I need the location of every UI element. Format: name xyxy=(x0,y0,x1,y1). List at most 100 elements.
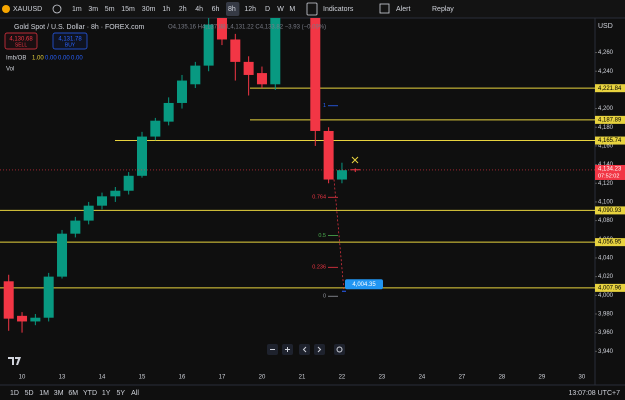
interval-button[interactable]: W xyxy=(277,6,284,13)
legend-ohlc: O4,135.16 H4,137.88 L4,131.22 C4,133.82 … xyxy=(168,25,326,31)
y-tick-label: 3,980 xyxy=(598,312,614,318)
buy-price: 4,131.78 xyxy=(58,37,82,43)
last-price-tag xyxy=(595,164,625,180)
x-tick-label: 13 xyxy=(59,375,66,381)
symbol[interactable]: XAUUSD xyxy=(13,6,42,13)
alert-button[interactable]: Alert xyxy=(396,6,410,13)
range-button[interactable]: 6M xyxy=(68,390,78,397)
x-tick-label: 20 xyxy=(259,375,266,381)
interval-button[interactable]: 8h xyxy=(228,6,236,13)
x-tick-label: 24 xyxy=(419,375,426,381)
indicator-value: 1.00 xyxy=(32,56,44,62)
x-tick-label: 27 xyxy=(459,375,466,381)
x-tick-label: 22 xyxy=(339,375,346,381)
fib-label: 0.236 xyxy=(312,265,326,271)
compare-button[interactable] xyxy=(52,4,62,14)
candle-body xyxy=(216,18,227,40)
nav-buttons xyxy=(267,344,345,355)
reset[interactable] xyxy=(334,344,345,355)
x-tick-label: 16 xyxy=(179,375,186,381)
interval-button[interactable]: M xyxy=(289,6,295,13)
candle-body xyxy=(323,130,334,180)
indicators-button[interactable]: Indicators xyxy=(323,6,354,13)
fib-label: 0 xyxy=(323,294,326,300)
candle-body xyxy=(110,190,121,197)
level-label: 4,187.89 xyxy=(598,117,622,123)
candle-body xyxy=(150,120,161,137)
candle-body xyxy=(17,315,28,322)
indicator-name: Imb/OB xyxy=(6,56,26,62)
candle-body xyxy=(97,196,108,206)
y-tick-label: 4,240 xyxy=(598,69,614,75)
range-button[interactable]: 5Y xyxy=(117,390,126,397)
interval-button[interactable]: 2h xyxy=(179,6,187,13)
range-button[interactable]: All xyxy=(131,390,139,397)
range-button[interactable]: 1Y xyxy=(102,390,111,397)
currency[interactable]: USD xyxy=(598,23,613,30)
interval-button[interactable]: 1h xyxy=(162,6,170,13)
replay-button[interactable]: Replay xyxy=(432,6,454,13)
interval-button[interactable]: 15m xyxy=(121,6,135,13)
interval-button[interactable]: 4h xyxy=(195,6,203,13)
interval-button[interactable]: 6h xyxy=(212,6,220,13)
range-button[interactable]: 3M xyxy=(54,390,64,397)
x-tick-label: 14 xyxy=(99,375,106,381)
candle-body xyxy=(70,220,81,234)
level-tag xyxy=(595,115,625,124)
active-interval xyxy=(226,2,240,16)
logo xyxy=(8,357,21,365)
candle-body xyxy=(83,205,94,221)
candle-body xyxy=(243,61,254,75)
range-button[interactable]: 1M xyxy=(39,390,49,397)
sell-label: SELL xyxy=(15,42,27,48)
x-tick-label: 29 xyxy=(539,375,546,381)
fib-label: 1 xyxy=(323,103,326,109)
target-tag xyxy=(345,279,383,290)
range-button[interactable]: YTD xyxy=(83,390,97,397)
last-price-label: 4,134.23 xyxy=(598,167,622,173)
level-label: 4,221.84 xyxy=(598,86,622,92)
sell-price: 4,130.68 xyxy=(9,37,33,43)
indicator-value: 0.00 xyxy=(71,56,83,62)
interval-button[interactable]: 1m xyxy=(72,6,82,13)
symbol-icon xyxy=(2,5,10,13)
scroll-right[interactable] xyxy=(314,344,325,355)
toolbar xyxy=(0,0,625,18)
layout-button[interactable] xyxy=(379,3,390,14)
fib-label: 0.5 xyxy=(318,233,326,239)
buy-box[interactable] xyxy=(52,32,88,50)
range-button[interactable]: 5D xyxy=(25,390,34,397)
clock: 13:07:08 UTC+7 xyxy=(568,390,620,397)
interval-button[interactable]: 3m xyxy=(88,6,98,13)
x-tick-label: 23 xyxy=(379,375,386,381)
interval-button[interactable]: 5m xyxy=(105,6,115,13)
y-tick-label: 4,160 xyxy=(598,143,614,149)
x-tick-label: 28 xyxy=(499,375,506,381)
candle-body xyxy=(176,80,187,103)
level-label: 4,165.74 xyxy=(598,138,622,144)
range-button[interactable]: 1D xyxy=(10,390,19,397)
y-tick-label: 4,040 xyxy=(598,256,614,262)
level-tag xyxy=(595,283,625,292)
volume-label: Vol xyxy=(6,67,14,73)
x-tick-label: 17 xyxy=(219,375,226,381)
scroll-left[interactable] xyxy=(299,344,310,355)
sell-box[interactable] xyxy=(4,32,38,50)
candle-body xyxy=(190,65,201,85)
target-label: 4,004.35 xyxy=(352,282,376,288)
indicator-value: 0.00 xyxy=(45,56,57,62)
y-tick-label: 4,120 xyxy=(598,181,614,187)
candle-body xyxy=(310,18,321,131)
candle-body xyxy=(256,73,267,85)
indicators-icon xyxy=(306,2,318,16)
icon xyxy=(317,346,322,353)
icon xyxy=(336,346,343,353)
interval-button[interactable]: 30m xyxy=(142,6,156,13)
candle-body xyxy=(163,102,174,122)
interval-button[interactable]: 12h xyxy=(244,6,256,13)
level-tag xyxy=(595,136,625,145)
interval-button[interactable]: D xyxy=(265,6,270,13)
y-tick-label: 3,960 xyxy=(598,330,614,336)
level-tag xyxy=(595,84,625,93)
